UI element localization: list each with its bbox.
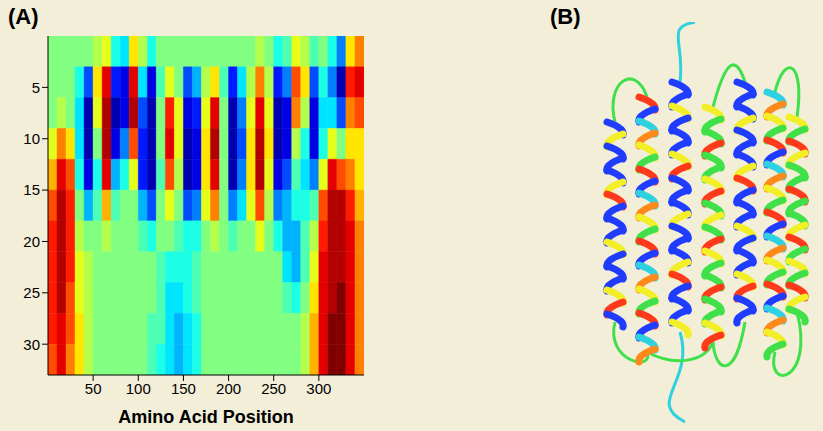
svg-text:5: 5 — [32, 79, 40, 96]
svg-text:25: 25 — [23, 284, 40, 301]
svg-text:300: 300 — [306, 380, 331, 397]
svg-text:20: 20 — [23, 233, 40, 250]
svg-text:30: 30 — [23, 336, 40, 353]
svg-text:Amino Acid Position: Amino Acid Position — [118, 407, 293, 427]
svg-text:50: 50 — [85, 380, 102, 397]
svg-text:15: 15 — [23, 181, 40, 198]
html-text:(A): (A) — [8, 4, 39, 29]
html-text:(B): (B) — [550, 4, 581, 29]
svg-text:150: 150 — [171, 380, 196, 397]
svg-text:200: 200 — [216, 380, 241, 397]
svg-text:250: 250 — [261, 380, 286, 397]
svg-text:10: 10 — [23, 130, 40, 147]
svg-text:100: 100 — [126, 380, 151, 397]
